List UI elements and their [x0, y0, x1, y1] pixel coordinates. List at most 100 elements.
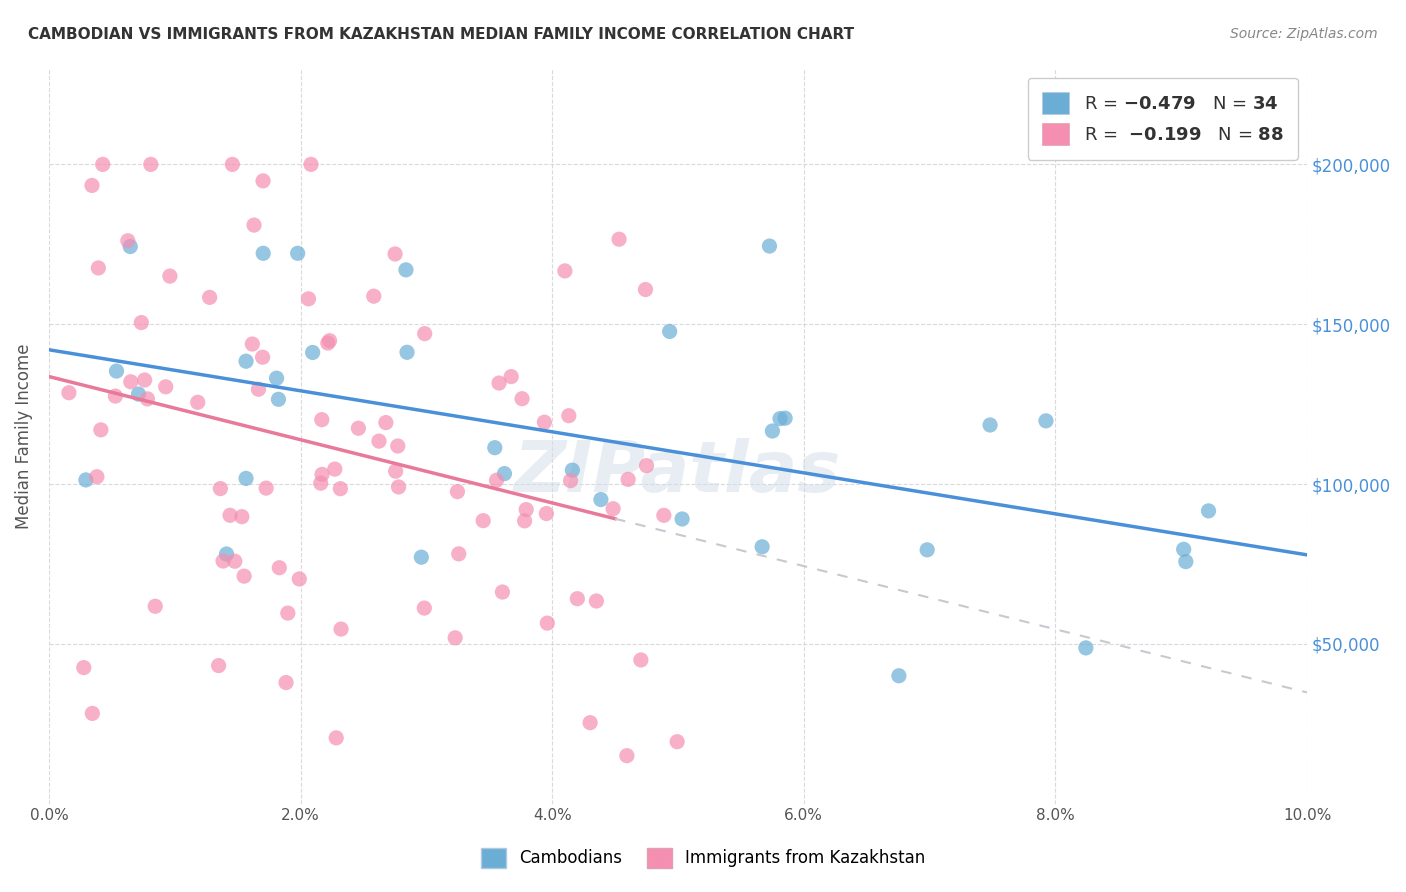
Point	[187, 395, 209, 409]
Point	[318, 334, 340, 348]
Point	[887, 669, 910, 683]
Point	[447, 547, 470, 561]
Point	[117, 234, 139, 248]
Point	[1035, 414, 1057, 428]
Point	[235, 354, 257, 368]
Point	[224, 554, 246, 568]
Point	[127, 387, 149, 401]
Point	[288, 572, 311, 586]
Point	[761, 424, 783, 438]
Point	[368, 434, 391, 449]
Point	[73, 660, 96, 674]
Point	[80, 178, 103, 193]
Point	[131, 316, 153, 330]
Point	[221, 157, 243, 171]
Point	[413, 601, 436, 615]
Point	[751, 540, 773, 554]
Point	[472, 514, 495, 528]
Point	[86, 469, 108, 483]
Point	[515, 502, 537, 516]
Point	[363, 289, 385, 303]
Point	[311, 467, 333, 482]
Text: Source: ZipAtlas.com: Source: ZipAtlas.com	[1230, 27, 1378, 41]
Point	[384, 247, 406, 261]
Point	[266, 371, 288, 385]
Point	[269, 560, 291, 574]
Point	[287, 246, 309, 260]
Point	[252, 350, 274, 364]
Point	[630, 653, 652, 667]
Point	[666, 735, 689, 749]
Point	[387, 480, 409, 494]
Point	[554, 264, 576, 278]
Point	[395, 263, 418, 277]
Point	[484, 441, 506, 455]
Point	[143, 599, 166, 614]
Point	[607, 232, 630, 246]
Point	[330, 622, 353, 636]
Point	[254, 481, 277, 495]
Point	[155, 380, 177, 394]
Point	[579, 715, 602, 730]
Point	[384, 464, 406, 478]
Text: ZIPatlas: ZIPatlas	[515, 438, 842, 508]
Point	[1173, 542, 1195, 557]
Point	[247, 382, 270, 396]
Point	[219, 508, 242, 523]
Point	[301, 345, 323, 359]
Point	[323, 462, 346, 476]
Point	[634, 283, 657, 297]
Point	[413, 326, 436, 341]
Point	[90, 423, 112, 437]
Point	[533, 415, 555, 429]
Point	[387, 439, 409, 453]
Point	[652, 508, 675, 523]
Point	[325, 731, 347, 745]
Point	[915, 542, 938, 557]
Point	[134, 373, 156, 387]
Point	[485, 473, 508, 487]
Point	[240, 337, 263, 351]
Point	[136, 392, 159, 406]
Point	[87, 260, 110, 275]
Point	[209, 482, 232, 496]
Point	[309, 476, 332, 491]
Point	[395, 345, 418, 359]
Point	[444, 631, 467, 645]
Point	[602, 501, 624, 516]
Point	[510, 392, 533, 406]
Point	[561, 463, 583, 477]
Point	[769, 411, 792, 425]
Point	[297, 292, 319, 306]
Point	[617, 472, 640, 486]
Point	[274, 675, 297, 690]
Point	[267, 392, 290, 407]
Point	[235, 471, 257, 485]
Point	[215, 547, 238, 561]
Point	[758, 239, 780, 253]
Point	[347, 421, 370, 435]
Point	[82, 706, 104, 721]
Point	[212, 554, 235, 568]
Point	[198, 290, 221, 304]
Point	[139, 157, 162, 171]
Point	[120, 239, 142, 253]
Point	[513, 514, 536, 528]
Point	[91, 157, 114, 171]
Point	[491, 585, 513, 599]
Point	[1074, 640, 1097, 655]
Legend: R = $\mathbf{-0.479}$   N = $\mathbf{34}$, R =  $\mathbf{-0.199}$   N = $\mathbf: R = $\mathbf{-0.479}$ N = $\mathbf{34}$,…	[1028, 78, 1298, 160]
Text: CAMBODIAN VS IMMIGRANTS FROM KAZAKHSTAN MEDIAN FAMILY INCOME CORRELATION CHART: CAMBODIAN VS IMMIGRANTS FROM KAZAKHSTAN …	[28, 27, 855, 42]
Point	[1198, 504, 1220, 518]
Point	[299, 157, 322, 171]
Point	[671, 512, 693, 526]
Point	[329, 482, 352, 496]
Point	[233, 569, 256, 583]
Point	[494, 467, 516, 481]
Legend: Cambodians, Immigrants from Kazakhstan: Cambodians, Immigrants from Kazakhstan	[474, 841, 932, 875]
Point	[636, 458, 658, 473]
Point	[243, 218, 266, 232]
Point	[411, 550, 433, 565]
Point	[616, 748, 638, 763]
Point	[589, 492, 612, 507]
